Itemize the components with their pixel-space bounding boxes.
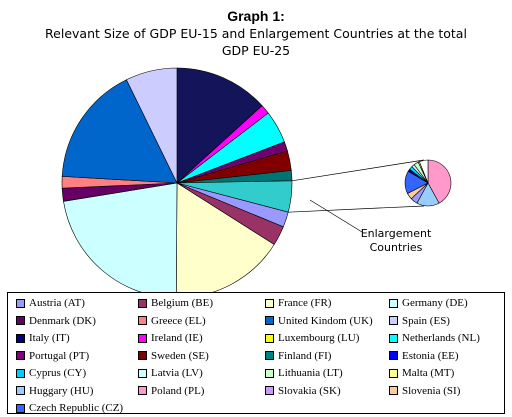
title-line-2: Relevant Size of GDP EU-15 and Enlargeme… — [45, 26, 467, 41]
legend-label: Denmark (DK) — [29, 314, 96, 327]
legend-label: Luxembourg (LU) — [278, 332, 360, 344]
legend-label: Malta (MT) — [402, 367, 455, 379]
callout-leader-line — [309, 199, 363, 233]
legend-item: United Kindom (UK) — [265, 313, 373, 329]
legend-label: Czech Republic (CZ) — [29, 402, 124, 414]
chart-title: Graph 1: Relevant Size of GDP EU-15 and … — [0, 8, 512, 59]
legend-swatch — [16, 351, 25, 360]
legend-item: Greece (EL) — [138, 313, 206, 329]
legend-item: France (FR) — [265, 295, 331, 311]
legend-item: Sweden (SE) — [138, 348, 209, 364]
legend-item: Denmark (DK) — [16, 313, 96, 329]
connector-line-bottom — [288, 205, 425, 213]
legend-item: Malta (MT) — [389, 365, 454, 381]
legend-label: Austria (AT) — [29, 297, 85, 309]
legend-swatch — [389, 351, 398, 360]
legend-item: Ireland (IE) — [138, 330, 203, 346]
legend-label: Netherlands (NL) — [402, 332, 480, 344]
legend-swatch — [265, 351, 274, 360]
legend-swatch — [16, 368, 25, 378]
legend-label: Portugal (PT) — [29, 349, 90, 362]
legend-label: Belgium (BE) — [151, 297, 214, 309]
legend-item: Estonia (EE) — [389, 348, 459, 364]
legend-item: Czech Republic (CZ) — [16, 400, 123, 416]
legend-item: Huggary (HU) — [16, 383, 93, 399]
legend-item: Luxembourg (LU) — [265, 330, 359, 346]
legend-label: Italy (IT) — [29, 332, 70, 344]
title-line-1: Graph 1: — [227, 8, 285, 24]
legend-item: Cyprus (CY) — [16, 365, 86, 381]
legend-label: Finland (FI) — [278, 349, 332, 362]
legend-swatch — [16, 403, 25, 413]
legend-label: Germany (DE) — [402, 297, 468, 309]
legend-item: Portugal (PT) — [16, 348, 89, 364]
legend-item: Germany (DE) — [389, 295, 468, 311]
enlargement-slice-pl — [427, 159, 452, 204]
legend-swatch — [16, 386, 25, 395]
legend-label: Poland (PL) — [151, 384, 205, 397]
legend-swatch — [16, 298, 25, 308]
legend-label: Lithuania (LT) — [278, 367, 343, 379]
legend-item: Austria (AT) — [16, 295, 85, 311]
legend-label: Latvia (LV) — [151, 367, 203, 379]
legend-item: Belgium (BE) — [138, 295, 213, 311]
legend-swatch — [265, 368, 274, 378]
legend-swatch — [389, 333, 398, 343]
legend-swatch — [389, 386, 398, 395]
legend-swatch — [389, 298, 398, 308]
legend-swatch — [265, 386, 274, 395]
main-slice-uk — [61, 79, 178, 184]
legend-swatch — [16, 333, 25, 343]
legend-label: United Kindom (UK) — [278, 314, 373, 327]
legend-swatch — [138, 333, 147, 343]
legend-swatch — [265, 316, 274, 325]
legend-label: Spain (ES) — [402, 314, 450, 327]
enlargement-slice-es-pad — [419, 159, 429, 184]
connector-line-top — [291, 159, 425, 182]
legend-label: Greece (EL) — [151, 314, 206, 327]
legend-swatch — [16, 316, 25, 325]
legend-swatch — [138, 298, 147, 308]
legend-item: Lithuania (LT) — [265, 365, 343, 381]
legend-swatch — [265, 333, 274, 343]
legend-label: Cyprus (CY) — [29, 367, 87, 379]
legend-label: Ireland (IE) — [151, 332, 203, 344]
legend-swatch — [138, 386, 147, 395]
legend-label: Estonia (EE) — [402, 349, 459, 362]
legend-swatch — [138, 316, 147, 325]
main-slice-it — [176, 67, 263, 184]
legend-item: Netherlands (NL) — [389, 330, 480, 346]
legend-swatch — [389, 316, 398, 325]
legend-item: Slovakia (SK) — [265, 383, 341, 399]
legend-swatch — [138, 351, 147, 360]
legend-item: Slovenia (SI) — [389, 383, 460, 399]
legend-label: Slovakia (SK) — [278, 384, 341, 397]
enlargement-callout-label: Enlargement Countries — [360, 227, 432, 254]
legend-item: Italy (IT) — [16, 330, 70, 346]
title-line-3: GDP EU-25 — [221, 43, 291, 58]
legend-label: Slovenia (SI) — [402, 384, 461, 397]
legend-label: Sweden (SE) — [151, 349, 209, 362]
legend-swatch — [389, 368, 398, 378]
legend-item: Finland (FI) — [265, 348, 331, 364]
main-slice-de — [63, 182, 178, 299]
legend-swatch — [138, 368, 147, 378]
legend: Austria (AT) Belgium (BE) France (FR) Germa… — [7, 292, 505, 414]
legend-item: Latvia (LV) — [138, 365, 203, 381]
legend-label: Huggary (HU) — [29, 384, 94, 397]
main-slice-es — [126, 67, 178, 184]
legend-item: Spain (ES) — [389, 313, 450, 329]
legend-swatch — [265, 298, 274, 308]
legend-item: Poland (PL) — [138, 383, 204, 399]
legend-label: France (FR) — [278, 297, 332, 309]
